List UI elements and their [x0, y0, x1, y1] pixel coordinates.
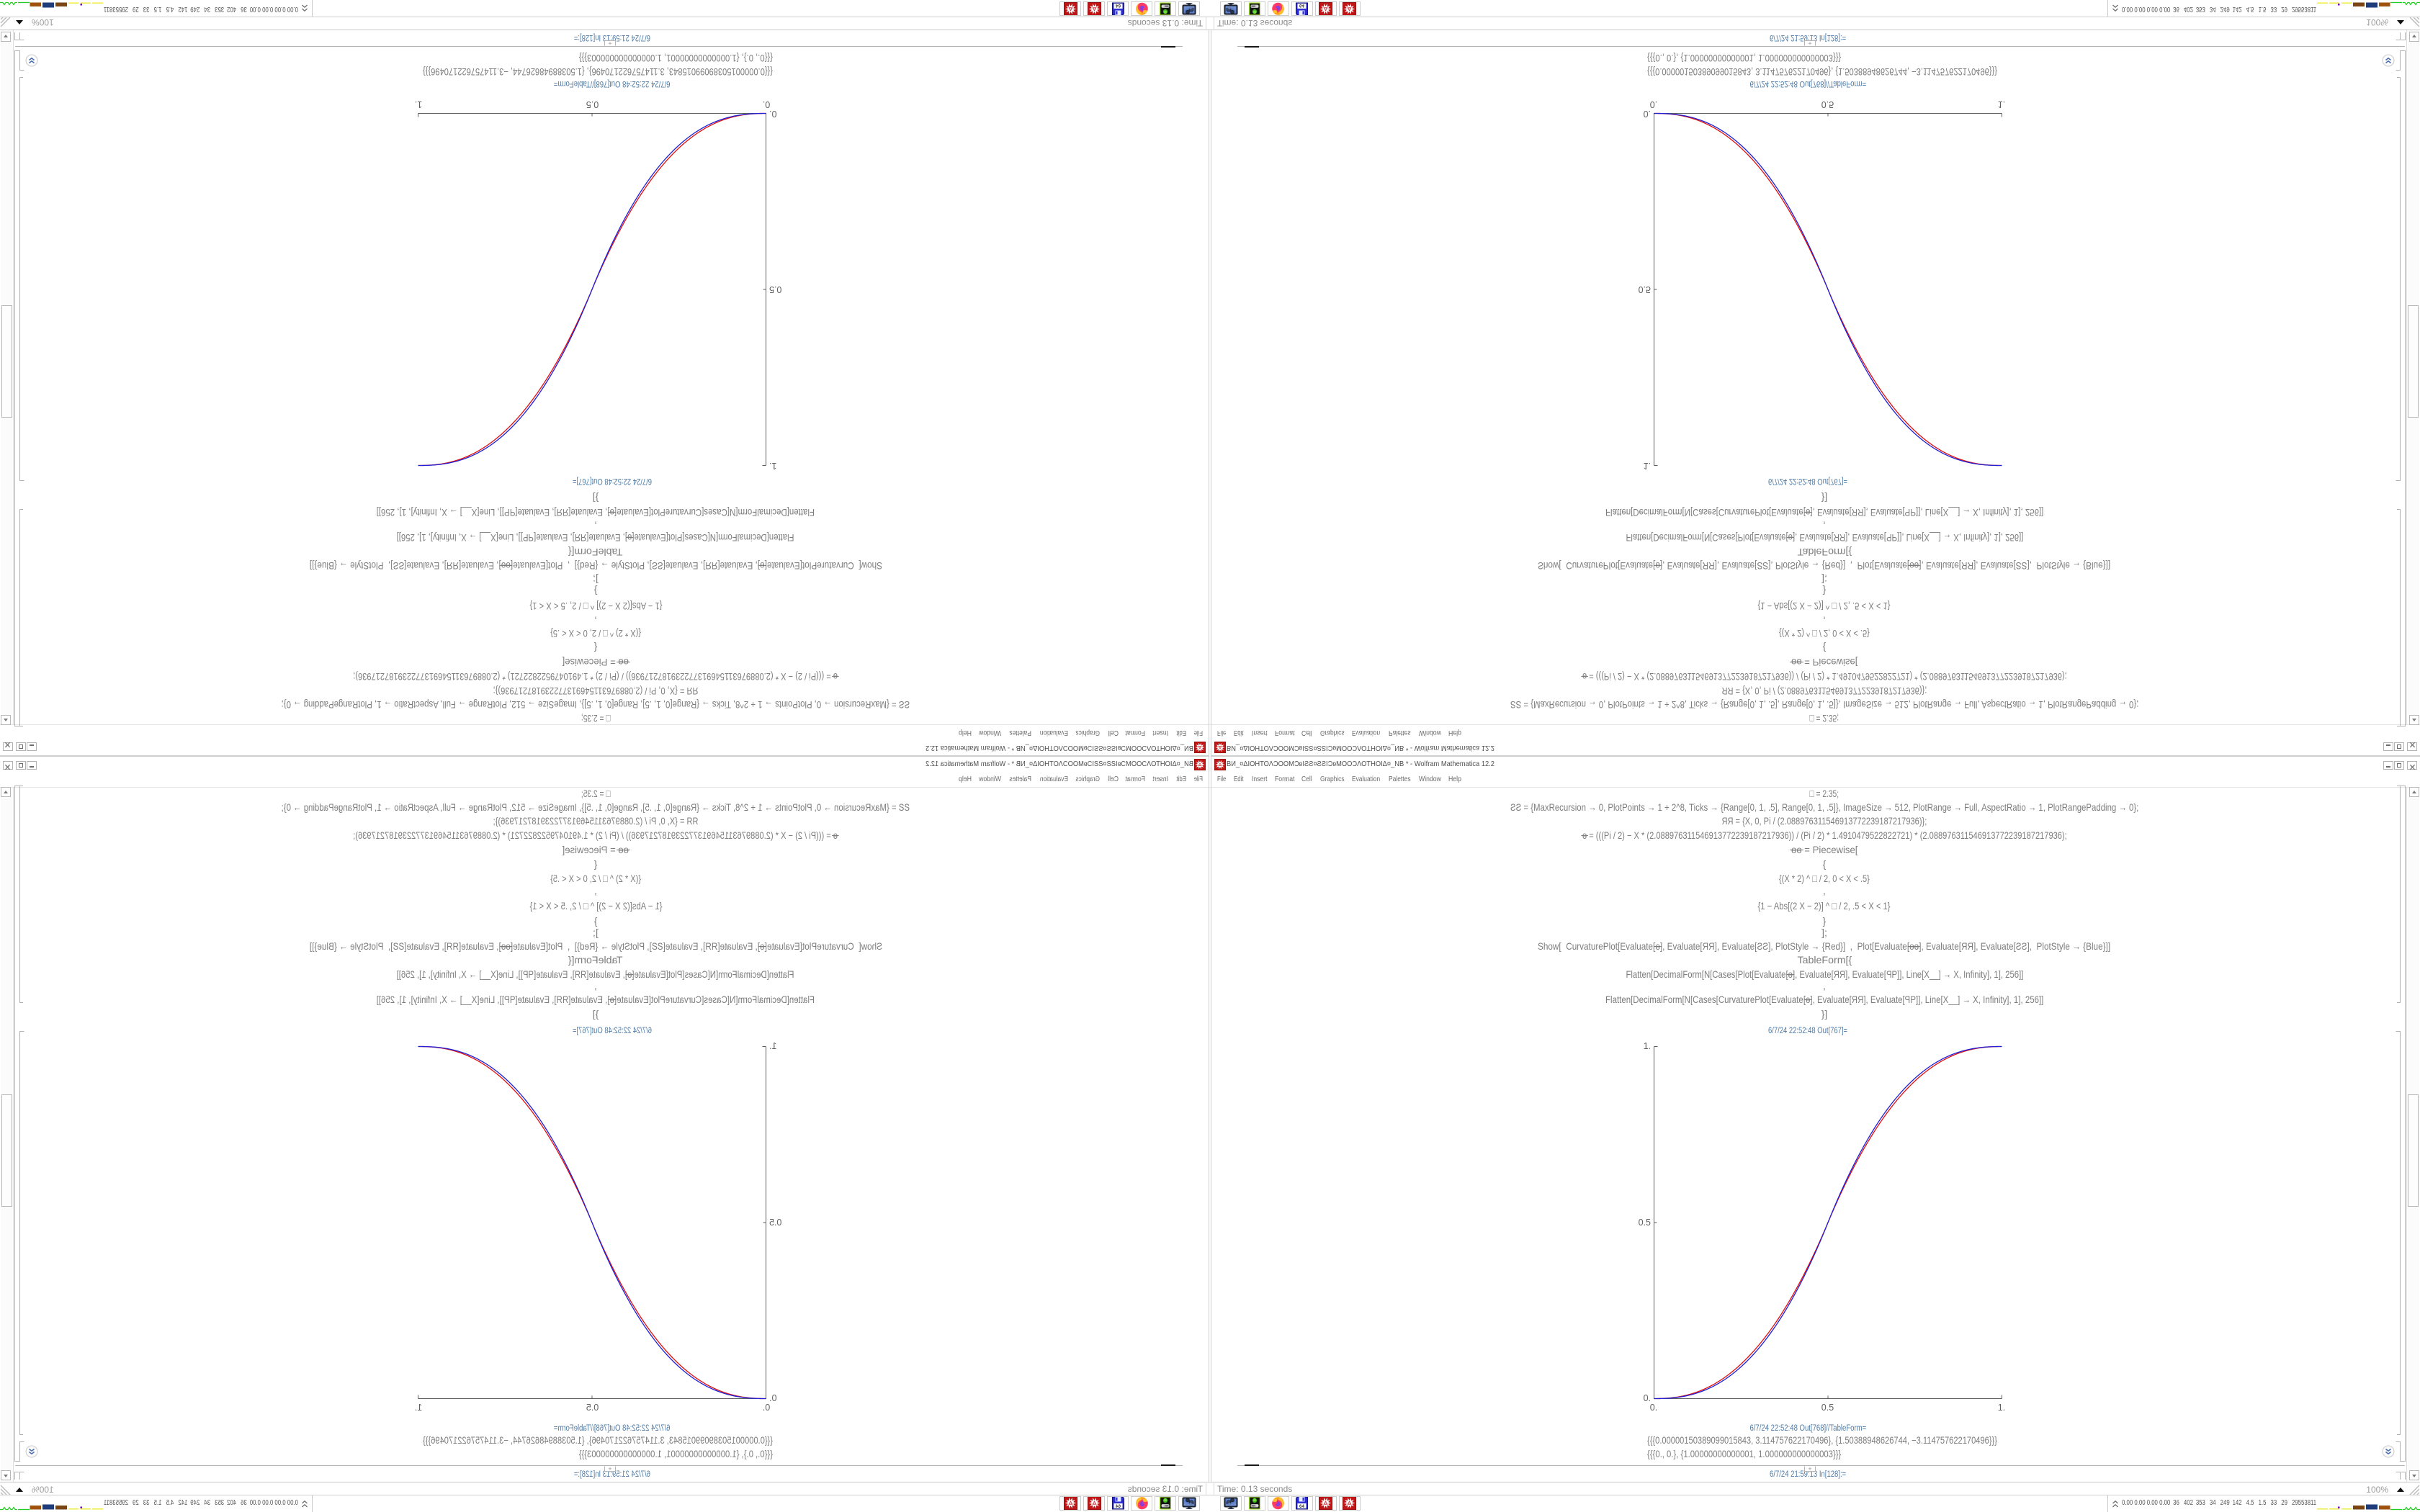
svg-text:64: 64 [1299, 3, 1305, 8]
svg-text:64: 64 [1299, 1504, 1305, 1509]
svg-text:64: 64 [1115, 3, 1121, 8]
svg-text:64: 64 [1115, 1504, 1121, 1509]
